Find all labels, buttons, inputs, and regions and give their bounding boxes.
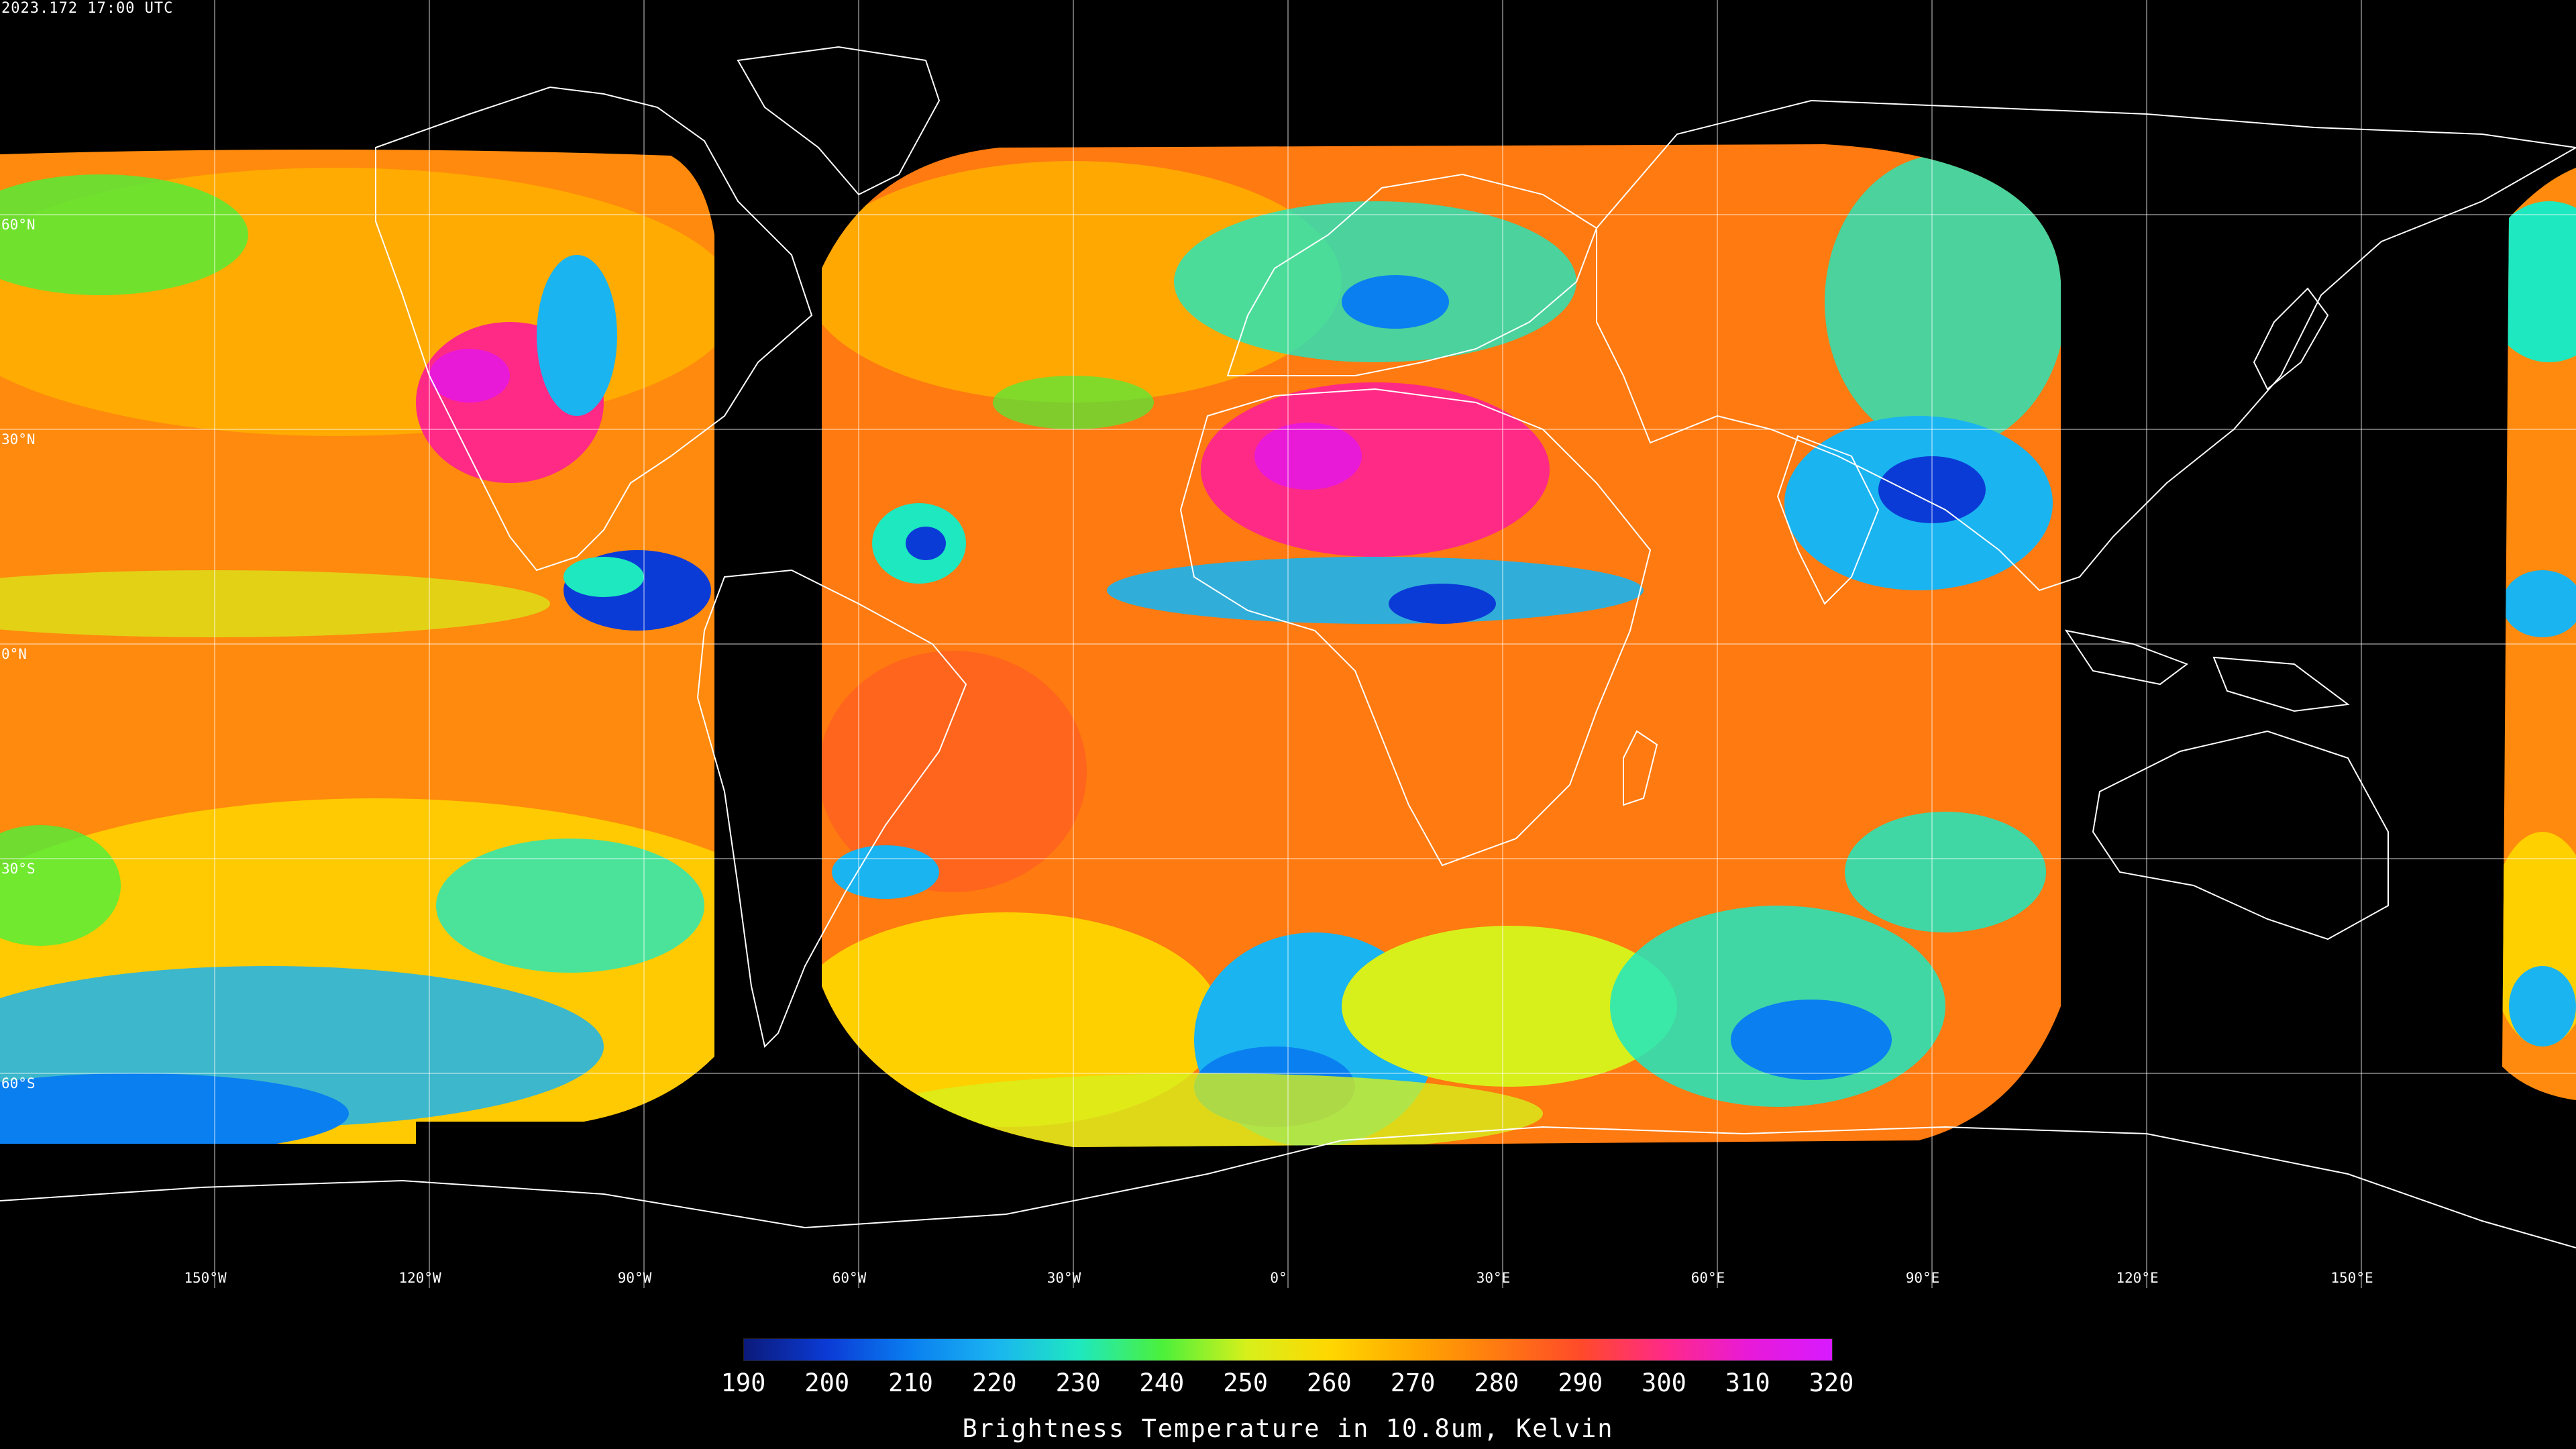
lon-label-30w: 30°W — [1046, 1270, 1081, 1286]
lat-label-60s: 60°S — [1, 1075, 36, 1091]
lon-label-0: 0° — [1270, 1270, 1287, 1286]
colorbar-tick-250: 250 — [1223, 1368, 1269, 1397]
satellite-disk-west — [0, 149, 714, 1144]
lon-label-150w: 150°W — [184, 1270, 227, 1286]
lon-label-90w: 90°W — [617, 1270, 652, 1286]
colorbar-tick-280: 280 — [1474, 1368, 1519, 1397]
coastlines — [0, 46, 2576, 1248]
lat-label-30n: 30°N — [1, 431, 36, 447]
colorbar-tick-240: 240 — [1139, 1368, 1185, 1397]
lon-label-150e: 150°E — [2330, 1270, 2373, 1286]
colorbar-tick-270: 270 — [1390, 1368, 1436, 1397]
colorbar-tick-320: 320 — [1809, 1368, 1854, 1397]
colorbar-tick-290: 290 — [1558, 1368, 1603, 1397]
lon-label-120w: 120°W — [398, 1270, 441, 1286]
lat-label-30s: 30°S — [1, 861, 36, 877]
lon-label-30e: 30°E — [1476, 1270, 1511, 1286]
lon-label-60e: 60°E — [1690, 1270, 1725, 1286]
colorbar-tick-260: 260 — [1306, 1368, 1352, 1397]
lon-label-90e: 90°E — [1905, 1270, 1940, 1286]
lat-label-60n: 60°N — [1, 217, 36, 233]
satellite-disk-central — [822, 144, 2061, 1147]
lon-label-60w: 60°W — [832, 1270, 867, 1286]
colorbar-tick-230: 230 — [1055, 1368, 1101, 1397]
colorbar-tick-190: 190 — [720, 1368, 766, 1397]
colorbar-tick-300: 300 — [1642, 1368, 1686, 1397]
colorbar-tick-210: 210 — [888, 1368, 933, 1397]
colorbar-tick-220: 220 — [971, 1368, 1017, 1397]
colorbar-tick-200: 200 — [804, 1368, 850, 1397]
lon-label-120e: 120°E — [2116, 1270, 2159, 1286]
lat-label-0: 0°N — [1, 646, 27, 662]
graticule — [0, 0, 2576, 1288]
colorbar — [743, 1338, 1833, 1361]
colorbar-title: Brightness Temperature in 10.8um, Kelvin — [962, 1414, 1614, 1443]
timestamp-label: 2023.172 17:00 UTC — [1, 0, 174, 17]
satellite-map[interactable]: 2023.172 17:00 UTC 60°N 30°N 0°N 30°S 60… — [0, 0, 2576, 1288]
satellite-disk-east — [2502, 168, 2576, 1100]
colorbar-tick-310: 310 — [1725, 1368, 1770, 1397]
map-canvas — [0, 0, 2576, 1288]
